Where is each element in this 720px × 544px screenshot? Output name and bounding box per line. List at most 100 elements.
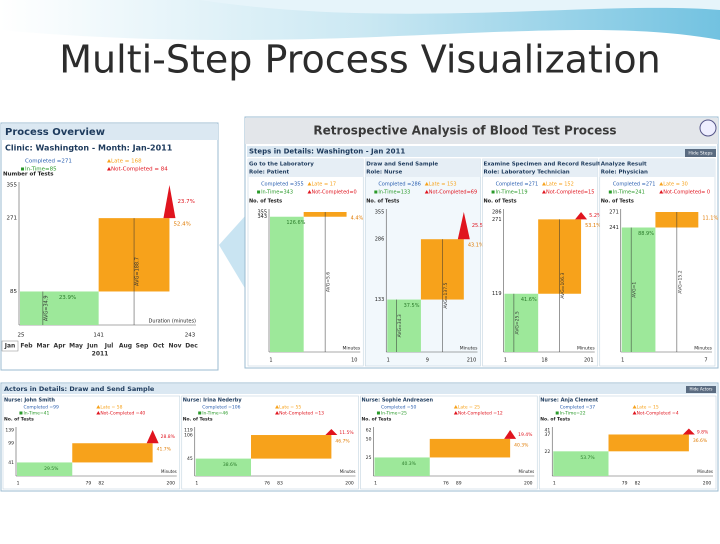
x-tick-label: 18 <box>541 358 547 364</box>
legend-swatch <box>453 405 458 409</box>
in-time-bar <box>387 299 421 352</box>
in-time-bar <box>621 227 656 352</box>
step-header-bg <box>365 159 481 177</box>
legend-label: In-Time=85 <box>25 167 57 173</box>
late-bar <box>429 438 511 458</box>
x-axis-label: Minutes <box>697 469 713 474</box>
panel-header: Role: Physician <box>601 170 648 176</box>
legend-swatch <box>541 190 546 194</box>
x-tick-label: 141 <box>93 333 104 339</box>
panel-header: Nurse: Anja Clement <box>540 398 599 404</box>
y-tick-label: 106 <box>184 433 193 439</box>
legend-label: Late = 58 <box>100 405 122 411</box>
pct-not-completed: 9.8% <box>697 430 709 436</box>
legend-label: Not-Completed=0 <box>311 190 356 196</box>
hide-steps-label[interactable]: Hide Steps <box>688 151 713 157</box>
avg-label: AVG=106.3 <box>560 273 566 299</box>
pct-not-completed: 28.8% <box>161 434 176 440</box>
connector <box>219 215 246 290</box>
month-label: Jun <box>86 343 98 350</box>
legend-label: Completed =106 <box>202 405 240 411</box>
x-tick-label: 83 <box>277 481 283 487</box>
legend-label: Completed =271 <box>496 182 539 188</box>
x-axis-label: Duration (minutes) <box>149 319 196 325</box>
panel-header: Nurse: Irina Nederby <box>183 398 243 404</box>
pct-not-completed: 23.7% <box>177 199 194 205</box>
in-time-bar <box>374 457 430 476</box>
year-label: 2011 <box>92 351 109 358</box>
month-label: Sep <box>136 343 149 350</box>
hide-steps-button[interactable] <box>685 149 716 157</box>
y-tick-label: 119 <box>492 291 502 297</box>
pct-late: 40.3% <box>514 442 529 448</box>
legend-swatch <box>198 411 202 415</box>
y-tick-label: 62 <box>366 428 372 434</box>
x-tick-label: 79 <box>85 481 91 487</box>
x-axis-label: Minutes <box>460 346 478 352</box>
y-axis-label: No. of Tests <box>601 199 634 205</box>
in-time-bar <box>195 458 252 476</box>
legend-label: Completed =286 <box>378 182 421 188</box>
not-completed-marker <box>163 185 176 219</box>
x-tick-label: 7 <box>704 358 707 364</box>
pct-late: 46.7% <box>335 439 350 445</box>
legend-label: Late = 15 <box>637 405 659 411</box>
avg-label: AVG=137.5 <box>443 282 449 308</box>
not-completed-marker <box>575 212 588 220</box>
pct-in-time: 53.7% <box>580 455 595 461</box>
avg-label: AVG=25.5 <box>514 311 520 334</box>
legend-label: Not-Completed =12 <box>458 411 503 417</box>
x-tick-label: 243 <box>185 333 196 339</box>
x-tick-label: 210 <box>467 358 477 364</box>
legend-swatch <box>632 405 637 409</box>
panel-header: Draw and Send Sample <box>366 162 438 168</box>
y-tick-label: 37 <box>545 432 551 438</box>
legend-swatch <box>374 190 378 194</box>
x-axis-label: Minutes <box>340 469 356 474</box>
not-completed-marker <box>146 430 159 444</box>
x-tick-label: 1 <box>621 358 624 364</box>
panel-header: Nurse: John Smith <box>4 398 55 404</box>
logo <box>699 119 717 137</box>
legend-swatch <box>96 411 101 415</box>
legend-label: In-Time=22 <box>560 411 586 417</box>
legend-label: In-Time=41 <box>23 411 49 417</box>
y-axis-label: No. of Tests <box>366 199 399 205</box>
y-tick-label: 50 <box>366 436 372 442</box>
legend-label: In-Time=343 <box>261 190 293 196</box>
panel-header: Analyze Result <box>601 162 647 168</box>
y-tick-label: 343 <box>257 214 267 220</box>
y-tick-label: 355 <box>257 210 267 216</box>
legend-swatch <box>275 411 280 415</box>
month-label: Nov <box>168 343 181 350</box>
x-tick-label: 1 <box>269 358 272 364</box>
pct-in-time: 88.9% <box>638 231 654 237</box>
step-header-bg <box>482 159 598 177</box>
in-time-bar <box>553 451 609 476</box>
legend-label: Late = 25 <box>458 405 480 411</box>
month-label: Feb <box>20 343 33 350</box>
legend-label: Completed =355 <box>261 182 304 188</box>
avg-label: AVG=15.2 <box>677 270 683 293</box>
x-tick-label: 9 <box>426 358 429 364</box>
panel-header: Examine Specimen and Record Results <box>484 162 605 168</box>
legend-swatch <box>632 411 637 415</box>
legend-swatch <box>453 411 458 415</box>
legend-label: Not-Completed =13 <box>279 411 324 417</box>
pct-not-completed: 25.5% <box>472 223 488 229</box>
x-axis-label: Minutes <box>161 469 177 474</box>
legend-swatch <box>555 411 559 415</box>
pct-not-completed: 19.4% <box>518 432 533 438</box>
x-tick-label: 200 <box>703 481 712 487</box>
month-label: Oct <box>153 343 165 350</box>
avg-label: AVG=1 <box>632 282 638 298</box>
avg-label: AVG=5.6 <box>326 272 332 292</box>
hide-actors-label[interactable]: Hide Actors <box>690 387 713 392</box>
month-highlight <box>1 340 19 352</box>
y-tick-label: 41 <box>8 460 14 466</box>
in-time-bar <box>20 291 99 325</box>
hide-actors-button[interactable] <box>686 386 716 393</box>
y-tick-label: 41 <box>545 428 551 434</box>
legend-swatch <box>659 190 664 194</box>
month-label: Jul <box>104 343 114 350</box>
